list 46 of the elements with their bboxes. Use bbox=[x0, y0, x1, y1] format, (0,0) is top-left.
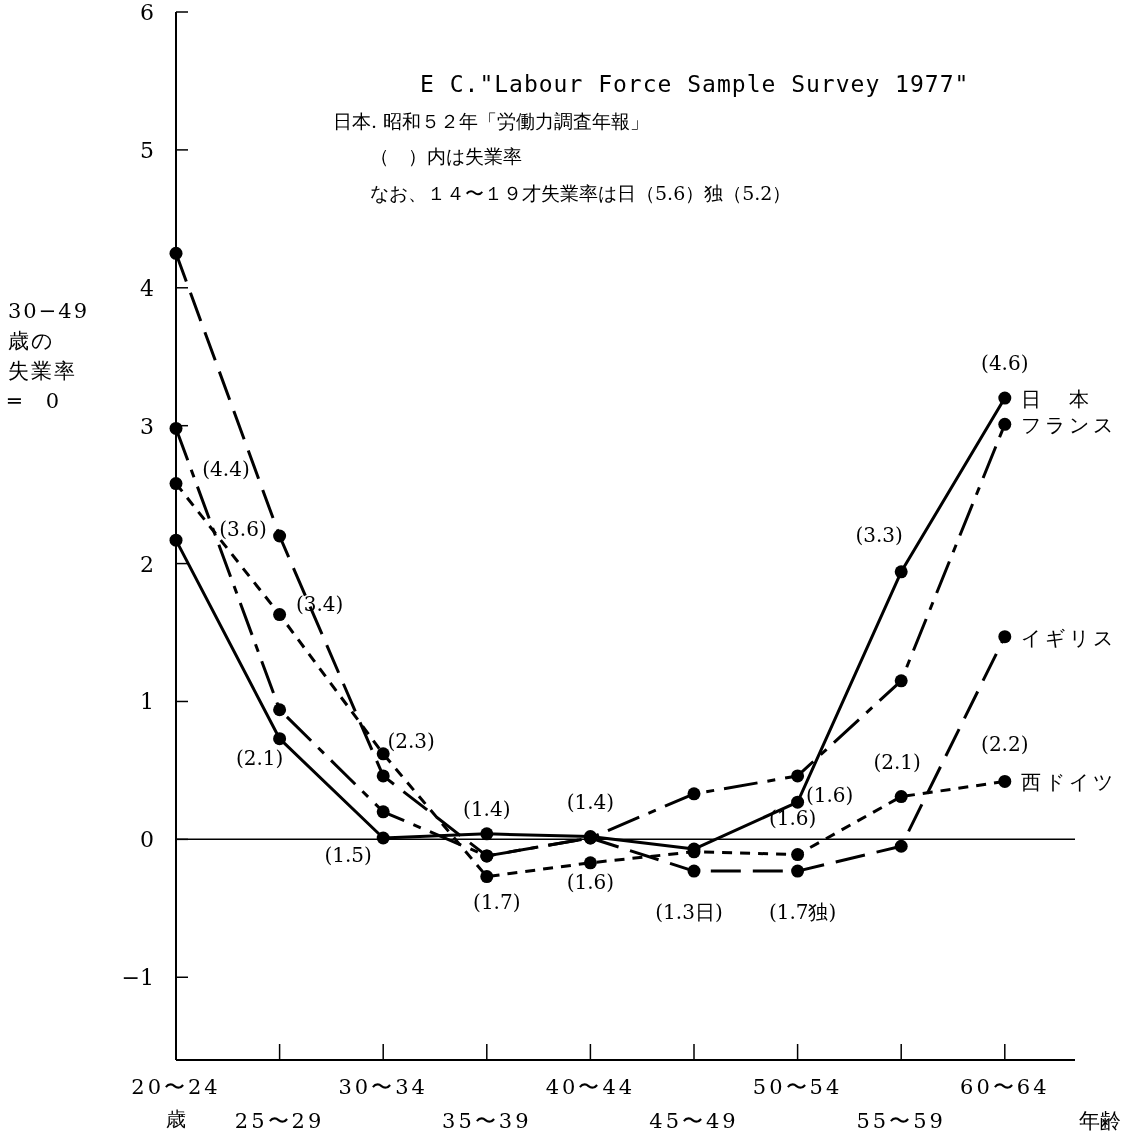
x-tick-label: 25〜29 bbox=[234, 1109, 325, 1133]
text: 歳 bbox=[166, 1107, 186, 1131]
series-label: 日 本 bbox=[1020, 387, 1093, 412]
y-tick-label: 5 bbox=[140, 137, 154, 163]
annotation: (1.6) bbox=[566, 869, 615, 894]
series-label: 西ドイツ bbox=[1020, 770, 1117, 795]
annotation: (1.6) bbox=[768, 805, 817, 830]
y-tick-label: −1 bbox=[121, 965, 154, 991]
annotation: (1.7独) bbox=[768, 900, 837, 925]
x-tick-label: 35〜39 bbox=[442, 1109, 532, 1133]
annotation: (4.6) bbox=[981, 351, 1029, 376]
annotation: (2.2) bbox=[981, 732, 1029, 757]
x-tick-label: 20〜24 bbox=[131, 1075, 221, 1099]
annotation: なお、１４〜１９才失業率は日（5.6）独（5.2） bbox=[370, 182, 792, 204]
y-tick-label: 2 bbox=[140, 551, 154, 577]
annotation: (3.3) bbox=[855, 522, 903, 547]
x-axis-title: 年齢 bbox=[1079, 1109, 1121, 1133]
y-tick-label: 3 bbox=[140, 413, 154, 439]
annotation: (2.1) bbox=[873, 749, 921, 774]
annotation: (1.4) bbox=[566, 789, 615, 814]
annotation: (1.4) bbox=[463, 796, 511, 821]
x-tick-label: 45〜49 bbox=[649, 1109, 739, 1133]
x-tick-label: 60〜64 bbox=[960, 1075, 1050, 1099]
x-tick-label: 30〜34 bbox=[338, 1075, 428, 1099]
annotation: (2.1) bbox=[235, 745, 284, 770]
annotation: E C."Labour Force Sample Survey 1977" bbox=[420, 71, 970, 97]
y-tick-label: 0 bbox=[140, 827, 154, 853]
annotation: (3.4) bbox=[295, 591, 344, 616]
y-tick-label: 4 bbox=[140, 275, 154, 301]
annotation: (2.3) bbox=[387, 728, 435, 753]
annotation: (3.6) bbox=[219, 517, 267, 542]
annotation: （ ）内は失業率 bbox=[370, 145, 522, 167]
y-tick-label: 6 bbox=[140, 0, 154, 25]
annotation: (1.5) bbox=[324, 842, 372, 867]
annotation: (1.3日) bbox=[655, 900, 723, 925]
x-tick-label: 40〜44 bbox=[545, 1075, 636, 1099]
y-axis-title: 30−49歳の失業率═ 0 bbox=[7, 299, 90, 413]
annotation: 日本. 昭和５２年「労働力調査年報」 bbox=[333, 110, 650, 132]
annotation: (1.6) bbox=[805, 783, 854, 808]
x-tick-label: 55〜59 bbox=[856, 1109, 946, 1133]
x-tick-label: 50〜54 bbox=[752, 1075, 843, 1099]
annotation: (1.7) bbox=[473, 889, 521, 914]
y-tick-label: 1 bbox=[140, 689, 154, 715]
series-label: イギリス bbox=[1020, 625, 1117, 650]
annotation: (4.4) bbox=[202, 456, 250, 481]
series-label: フランス bbox=[1020, 413, 1117, 438]
